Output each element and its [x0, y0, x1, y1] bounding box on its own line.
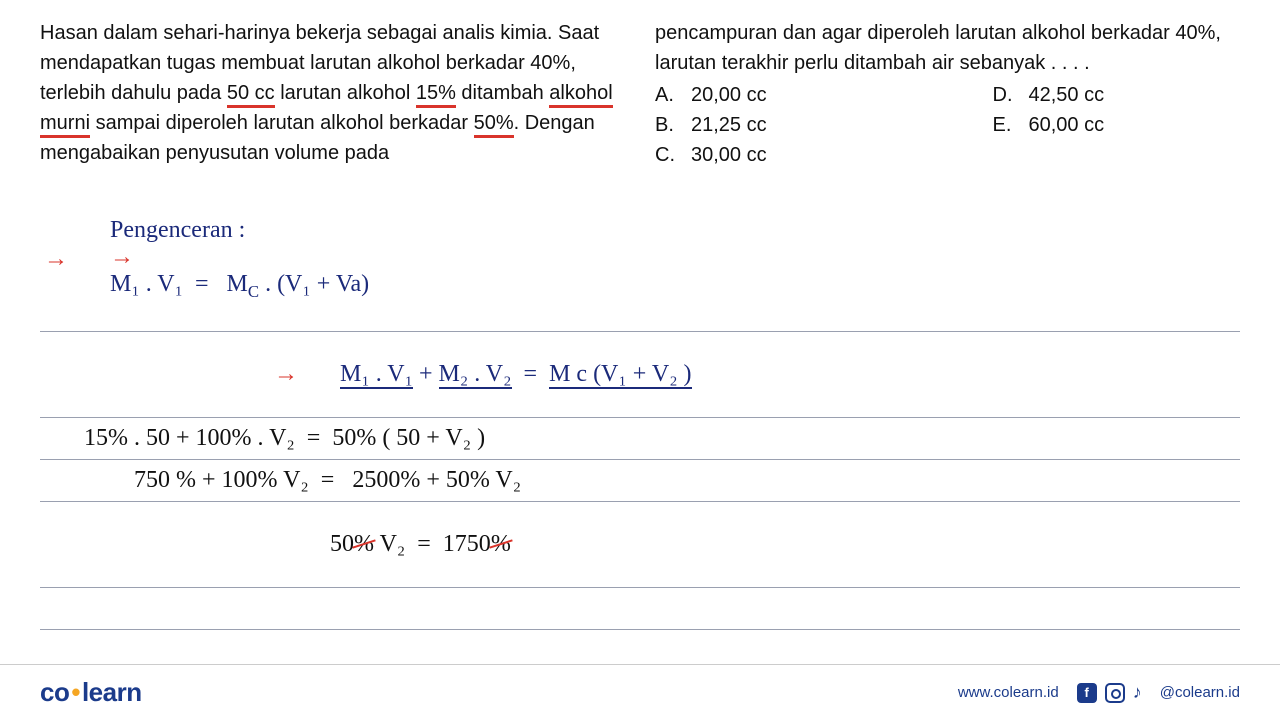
option-b: B. 21,25 cc [655, 110, 903, 140]
logo-co: co [40, 677, 69, 707]
work-text: Pengenceran : → M₁ . V₁ = MC . (V₁ + Va) [74, 190, 369, 329]
work-line-5: 50% V₂ = 1750% [40, 502, 1240, 588]
logo-dot-icon: • [69, 677, 82, 707]
work-text: 50% V₂ = 1750% [294, 504, 511, 585]
arrow-icon: → [44, 246, 68, 273]
arrow-icon: → [274, 361, 298, 388]
work-line-3: 15% . 50 + 100% . V₂ = 50% ( 50 + V₂ ) [40, 418, 1240, 460]
work-text: M₁ . V₁ + M₂ . V₂ = M c (V₁ + V₂ ) [304, 334, 692, 415]
footer-handle: @colearn.id [1160, 684, 1240, 701]
option-text: 60,00 cc [1029, 110, 1105, 140]
option-letter: C. [655, 140, 673, 170]
options-grid: A. 20,00 cc B. 21,25 cc C. 30,00 cc D. 4… [655, 80, 1240, 170]
footer-right: www.colearn.id f ♪ @colearn.id [958, 682, 1240, 703]
option-text: 42,50 cc [1029, 80, 1105, 110]
tiktok-icon: ♪ [1133, 682, 1142, 703]
work-line-2: → M₁ . V₁ + M₂ . V₂ = M c (V₁ + V₂ ) [40, 332, 1240, 418]
option-letter: B. [655, 110, 673, 140]
option-text: 21,25 cc [691, 110, 767, 140]
work-line-1: → Pengenceran : → M₁ . V₁ = MC . (V₁ + V… [40, 188, 1240, 332]
footer: co•learn www.colearn.id f ♪ @colearn.id [0, 664, 1280, 720]
logo-learn: learn [82, 677, 142, 707]
question-area: Hasan dalam sehari-harinya bekerja sebag… [0, 0, 1280, 178]
work-text: 750 % + 100% V₂ = 2500% + 50% V₂ [134, 467, 521, 494]
work-area: → Pengenceran : → M₁ . V₁ = MC . (V₁ + V… [0, 178, 1280, 714]
option-d: D. 42,50 cc [993, 80, 1241, 110]
option-text: 30,00 cc [691, 140, 767, 170]
option-c: C. 30,00 cc [655, 140, 903, 170]
social-icons: f ♪ [1077, 682, 1142, 703]
question-right-intro: pencampuran dan agar diperoleh larutan a… [655, 18, 1240, 78]
arrow-icon: → [110, 244, 134, 270]
work-line-4: 750 % + 100% V₂ = 2500% + 50% V₂ [40, 460, 1240, 502]
question-right: pencampuran dan agar diperoleh larutan a… [655, 18, 1240, 170]
option-e: E. 60,00 cc [993, 110, 1241, 140]
question-left: Hasan dalam sehari-harinya bekerja sebag… [40, 18, 625, 170]
facebook-icon: f [1077, 683, 1097, 703]
option-letter: D. [993, 80, 1011, 110]
option-letter: E. [993, 110, 1011, 140]
option-text: 20,00 cc [691, 80, 767, 110]
option-letter: A. [655, 80, 673, 110]
option-a: A. 20,00 cc [655, 80, 903, 110]
footer-url: www.colearn.id [958, 684, 1059, 701]
work-line-empty [40, 588, 1240, 630]
work-text: 15% . 50 + 100% . V₂ = 50% ( 50 + V₂ ) [84, 425, 485, 452]
instagram-icon [1105, 683, 1125, 703]
logo: co•learn [40, 677, 142, 708]
